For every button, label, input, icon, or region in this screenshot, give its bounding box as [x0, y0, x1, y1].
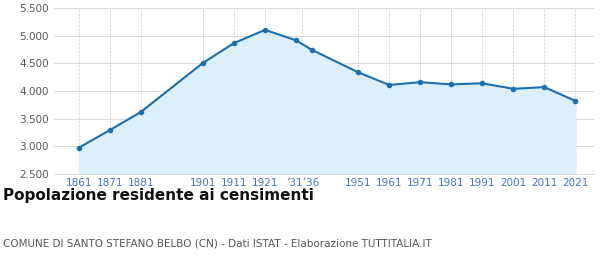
Point	[509, 87, 518, 91]
Text: COMUNE DI SANTO STEFANO BELBO (CN) - Dati ISTAT - Elaborazione TUTTITALIA.IT: COMUNE DI SANTO STEFANO BELBO (CN) - Dat…	[3, 238, 432, 248]
Point	[198, 61, 208, 65]
Point	[446, 82, 456, 87]
Point	[415, 80, 425, 85]
Point	[74, 146, 83, 150]
Point	[385, 83, 394, 87]
Point	[136, 110, 146, 114]
Point	[105, 128, 115, 132]
Point	[571, 99, 580, 103]
Point	[478, 81, 487, 85]
Point	[539, 85, 549, 89]
Point	[307, 48, 316, 52]
Point	[260, 28, 270, 32]
Point	[229, 41, 239, 45]
Point	[353, 70, 363, 74]
Point	[291, 38, 301, 43]
Text: Popolazione residente ai censimenti: Popolazione residente ai censimenti	[3, 188, 314, 203]
